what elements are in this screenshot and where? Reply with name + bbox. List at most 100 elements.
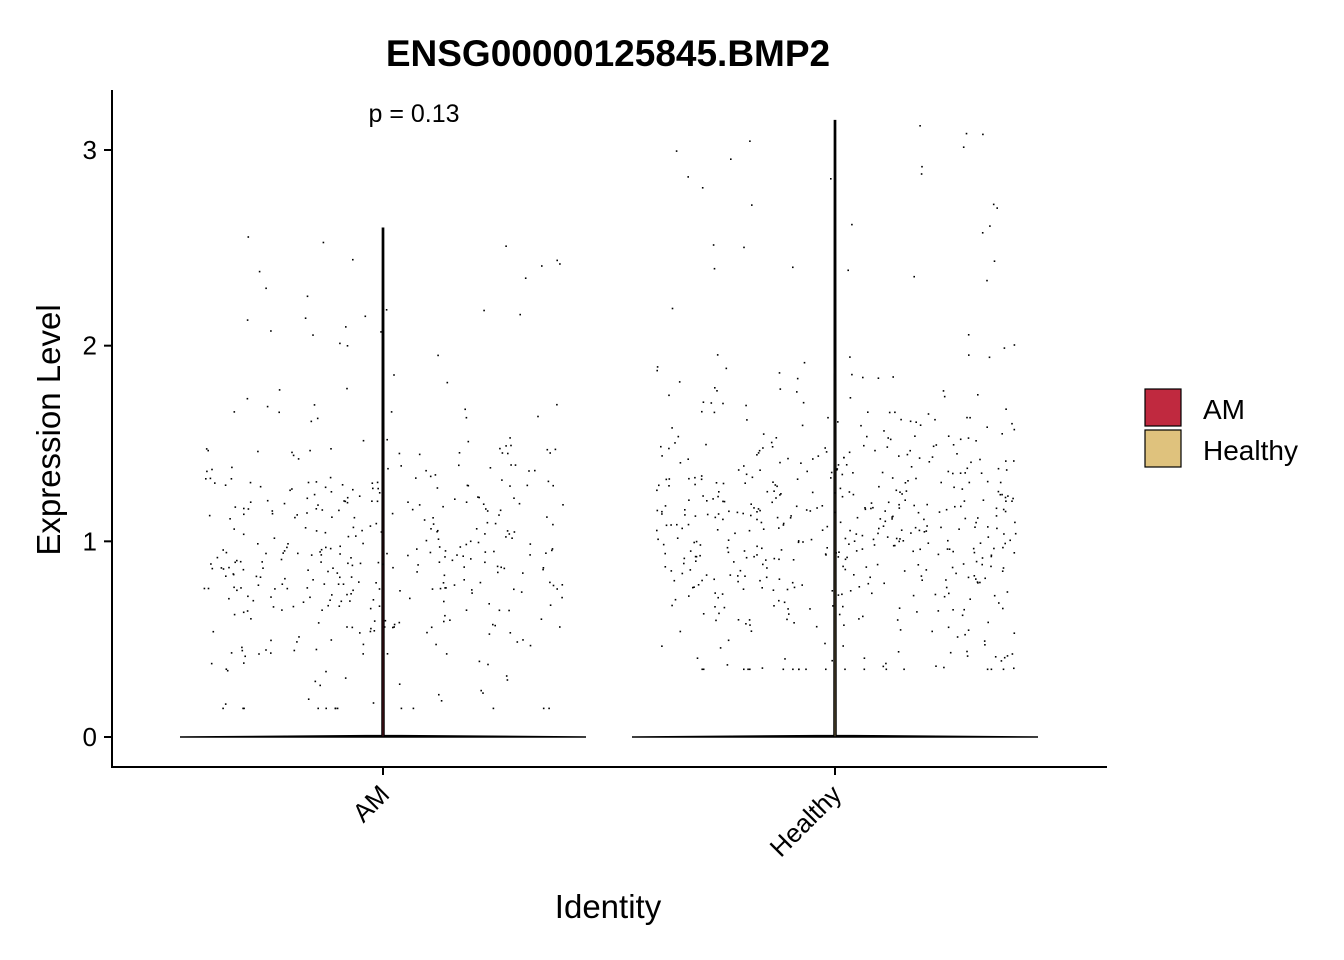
data-point xyxy=(289,489,291,492)
data-point xyxy=(1012,497,1014,500)
data-point xyxy=(346,345,349,347)
data-point xyxy=(947,435,950,437)
data-point xyxy=(977,582,979,584)
data-point xyxy=(948,592,950,595)
data-point xyxy=(233,586,235,589)
data-point xyxy=(772,481,774,483)
data-point xyxy=(314,680,317,683)
data-point xyxy=(876,563,879,566)
data-point xyxy=(212,630,215,633)
data-point xyxy=(529,543,532,545)
data-point xyxy=(551,548,554,550)
data-point xyxy=(1013,428,1016,431)
data-point xyxy=(673,579,676,582)
data-point xyxy=(369,630,372,633)
data-point xyxy=(324,531,327,534)
data-point xyxy=(733,561,735,563)
data-point xyxy=(1004,542,1006,545)
data-point xyxy=(956,636,959,638)
data-point xyxy=(327,604,329,607)
data-point xyxy=(296,641,298,643)
data-point xyxy=(382,363,384,366)
data-point xyxy=(675,150,678,152)
data-point xyxy=(309,596,311,599)
data-point xyxy=(780,549,783,551)
data-point xyxy=(749,668,751,671)
data-point xyxy=(398,621,401,624)
data-point xyxy=(928,461,931,463)
data-point xyxy=(671,604,673,607)
data-point xyxy=(912,550,914,553)
data-point xyxy=(702,613,705,615)
data-point xyxy=(986,668,989,671)
data-point xyxy=(346,626,348,628)
data-point xyxy=(1014,521,1016,524)
data-point xyxy=(998,602,1000,604)
data-point xyxy=(542,568,544,571)
data-point xyxy=(898,607,901,609)
data-point xyxy=(526,484,529,487)
y-tick-label: 0 xyxy=(83,722,97,752)
data-point xyxy=(665,524,668,527)
data-point xyxy=(509,632,512,634)
data-point xyxy=(841,593,843,596)
data-point xyxy=(870,502,873,504)
data-point xyxy=(932,445,935,448)
data-point xyxy=(884,510,886,512)
data-point xyxy=(1000,660,1003,662)
data-point xyxy=(1013,460,1015,462)
data-point xyxy=(336,572,339,574)
data-point xyxy=(332,567,334,569)
data-point xyxy=(867,411,869,413)
data-point xyxy=(834,492,836,494)
data-point xyxy=(656,366,659,368)
data-point xyxy=(943,666,945,669)
data-point xyxy=(484,533,486,535)
data-point xyxy=(233,613,236,616)
data-point xyxy=(891,518,893,520)
data-point xyxy=(656,509,659,512)
data-point xyxy=(975,440,977,442)
data-point xyxy=(378,588,381,590)
data-point xyxy=(816,507,818,509)
data-point xyxy=(900,418,902,421)
data-point xyxy=(910,532,912,534)
data-point xyxy=(505,675,508,677)
data-point xyxy=(505,245,507,247)
data-point xyxy=(749,624,751,626)
data-point xyxy=(241,646,243,649)
data-point xyxy=(959,438,962,441)
data-point xyxy=(222,568,225,570)
data-point xyxy=(257,584,260,586)
data-point xyxy=(270,652,272,654)
data-point xyxy=(313,493,316,496)
data-point xyxy=(945,579,947,581)
data-point xyxy=(746,419,748,421)
data-point xyxy=(701,410,703,413)
data-point xyxy=(851,373,853,376)
data-point xyxy=(925,530,928,532)
data-point xyxy=(542,567,545,569)
data-point xyxy=(386,438,388,441)
data-point xyxy=(265,287,267,290)
data-point xyxy=(716,354,719,356)
data-point xyxy=(330,448,332,450)
data-point xyxy=(514,464,517,466)
chart-title: ENSG00000125845.BMP2 xyxy=(386,33,830,74)
data-point xyxy=(668,394,670,397)
data-point xyxy=(776,516,779,519)
data-point xyxy=(952,550,954,553)
data-point xyxy=(775,497,777,499)
data-point xyxy=(205,478,207,480)
data-point xyxy=(796,391,798,393)
data-point xyxy=(470,558,472,560)
data-point xyxy=(898,540,900,543)
data-point xyxy=(225,668,228,670)
data-point xyxy=(692,586,694,589)
data-point xyxy=(456,554,458,556)
data-point xyxy=(972,547,975,550)
data-point xyxy=(234,561,236,564)
data-point xyxy=(683,562,685,565)
data-point xyxy=(478,660,481,663)
data-point xyxy=(782,522,785,525)
